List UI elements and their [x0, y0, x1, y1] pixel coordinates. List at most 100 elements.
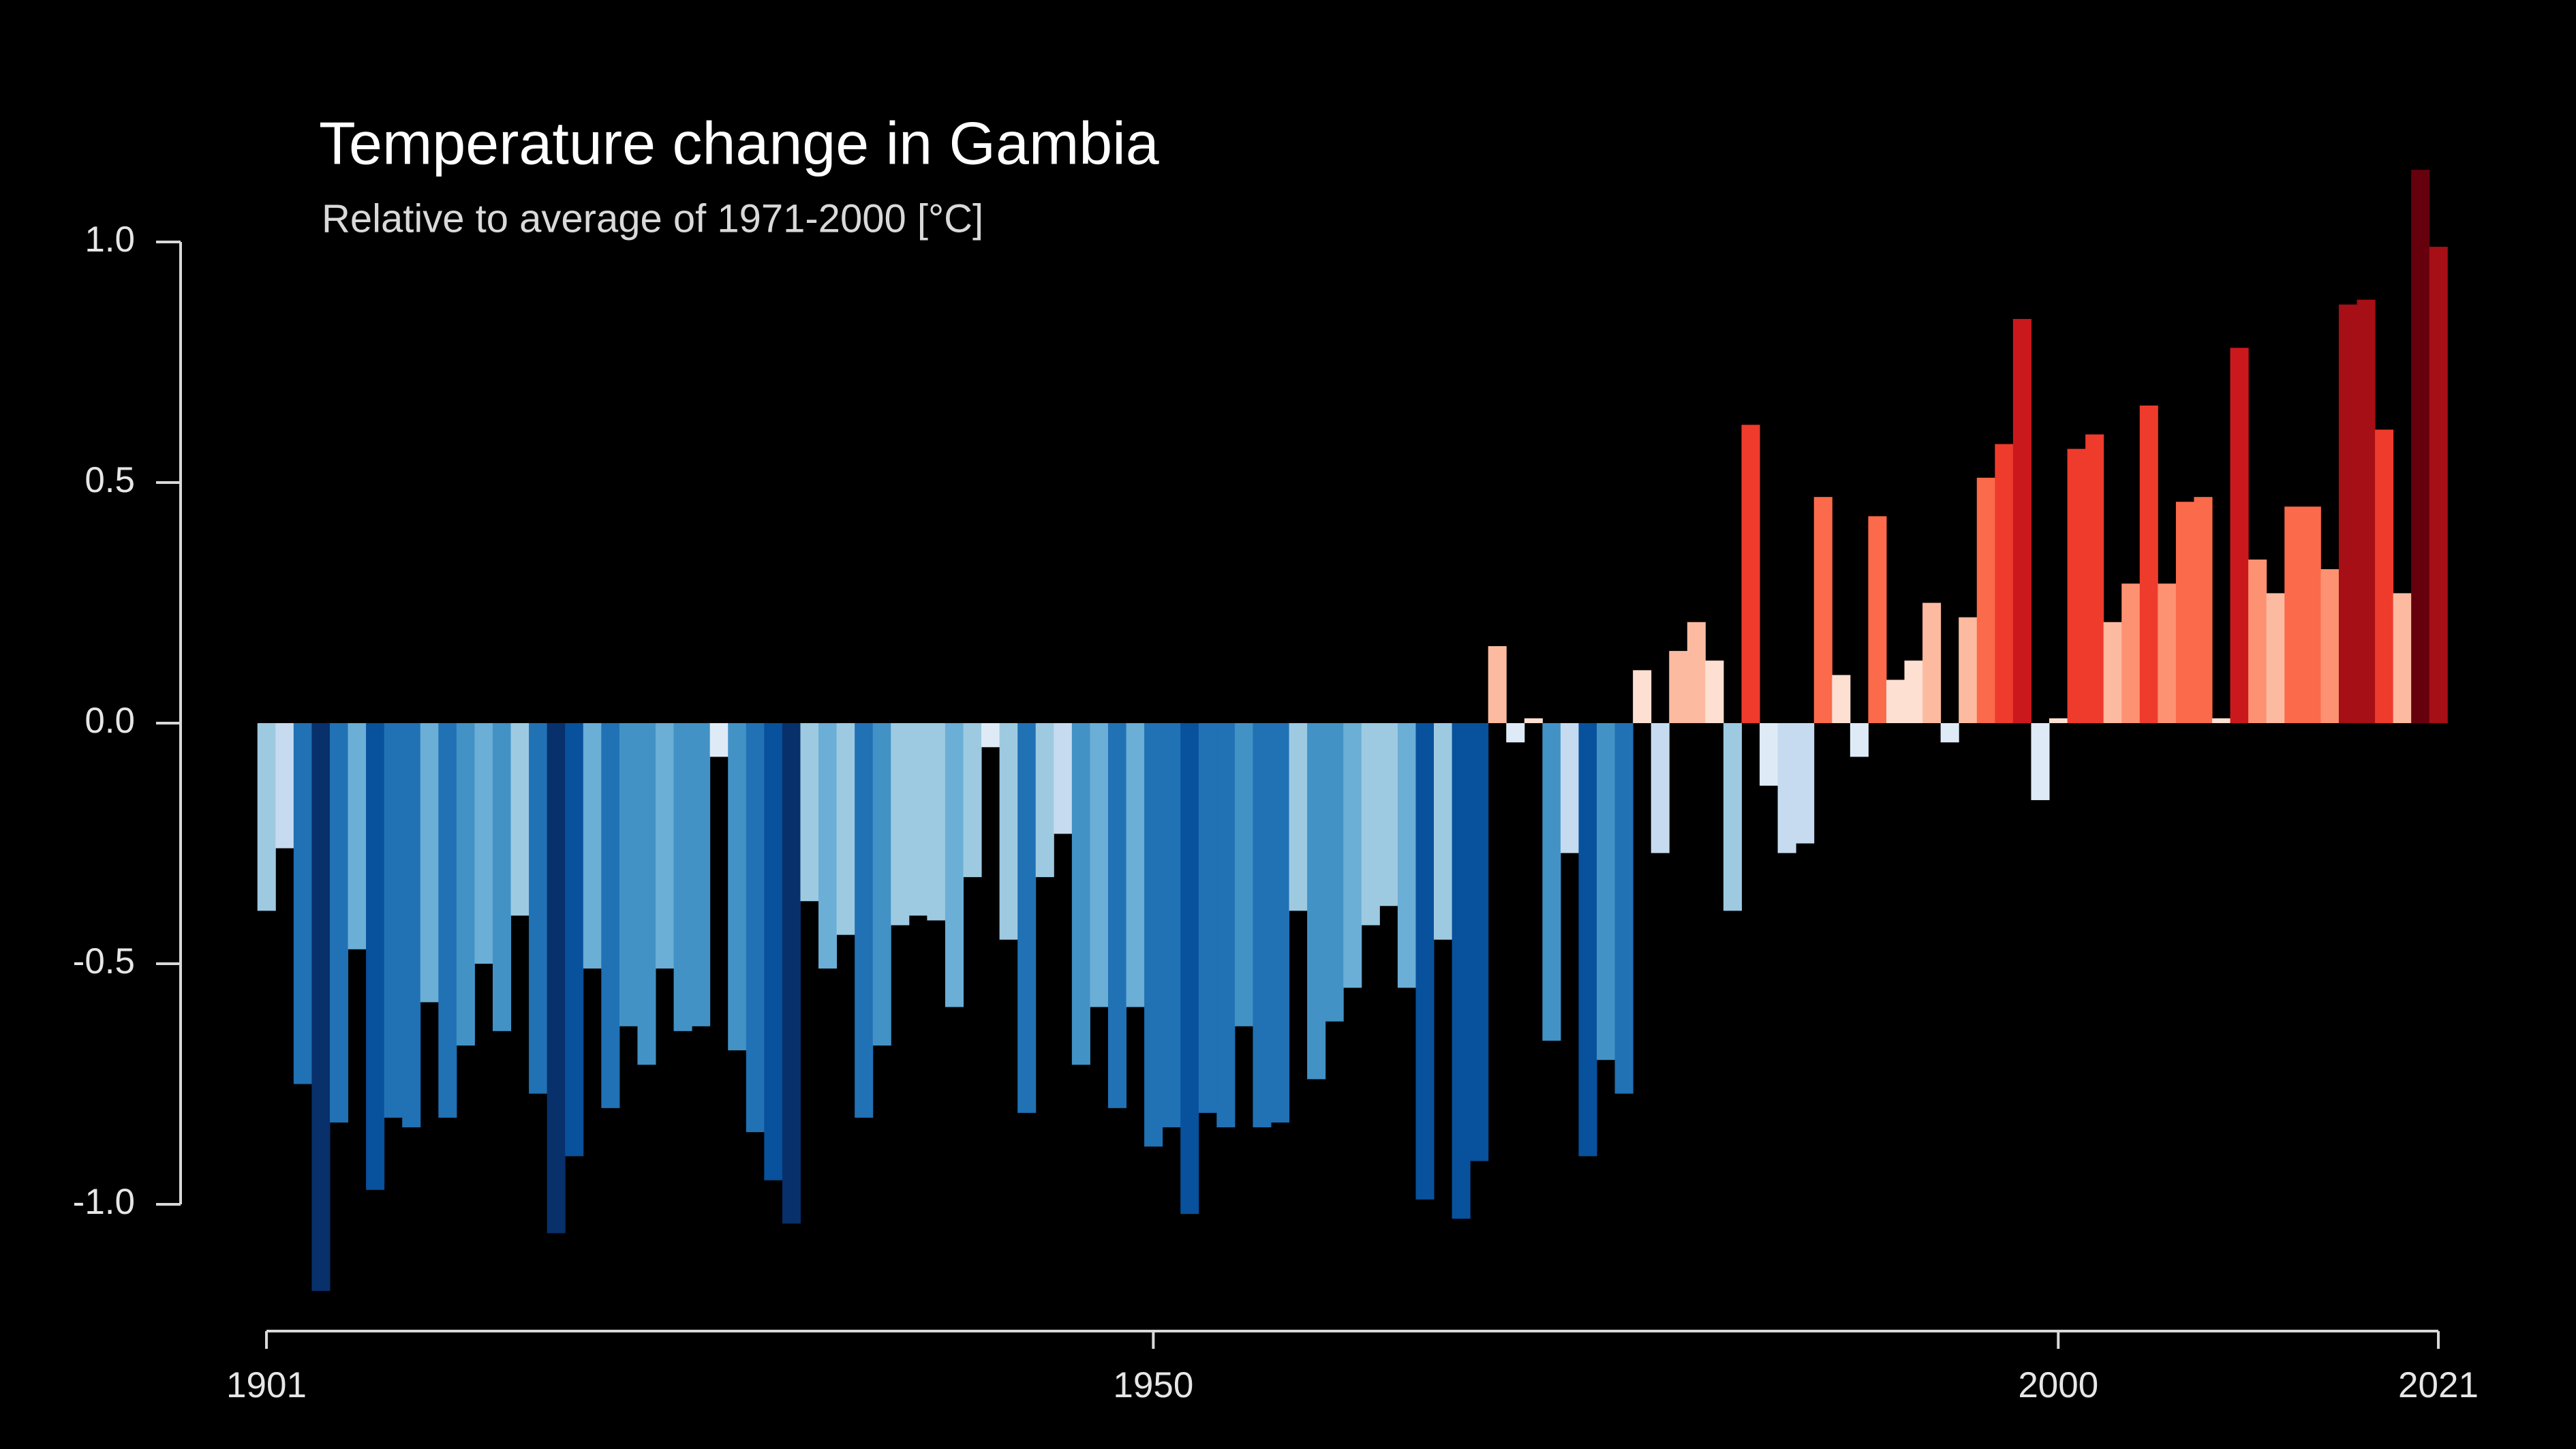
y-tick-label: -0.5 [73, 941, 135, 981]
bar [2085, 434, 2104, 723]
bar [1452, 723, 1471, 1219]
bar [510, 723, 530, 916]
x-tick-label: 2000 [2018, 1365, 2098, 1405]
bar [1054, 723, 1073, 834]
bar [2393, 593, 2412, 723]
bar [311, 723, 331, 1292]
bar [1180, 723, 1199, 1215]
bar [1813, 497, 1833, 723]
bar [2230, 348, 2249, 723]
bar [656, 723, 675, 969]
bar [1506, 723, 1525, 743]
bar [1959, 617, 1978, 723]
bar [782, 723, 801, 1224]
bar [1162, 723, 1181, 1128]
bar [818, 723, 838, 969]
bar [2338, 304, 2357, 723]
bar [2429, 247, 2448, 723]
bar [547, 723, 566, 1234]
bar [1832, 675, 1851, 723]
bar [728, 723, 747, 1051]
bar [1289, 723, 1308, 911]
bar [1325, 723, 1344, 1022]
bar [855, 723, 874, 1118]
bar [945, 723, 964, 1007]
bar [1270, 723, 1290, 1123]
x-tick-label: 2021 [2398, 1365, 2479, 1405]
bar [963, 723, 982, 877]
bar [456, 723, 475, 1046]
bar [1886, 680, 1905, 723]
bar [2411, 170, 2430, 724]
chart-subtitle: Relative to average of 1971-2000 [°C] [322, 196, 983, 241]
bar [583, 723, 602, 969]
bar [329, 723, 349, 1123]
bar [1995, 444, 2014, 723]
bar [1560, 723, 1579, 853]
bar [2212, 718, 2231, 723]
bar [2121, 583, 2141, 723]
bar [1597, 723, 1616, 1061]
bar [1361, 723, 1380, 926]
bar [872, 723, 891, 1046]
bar [2139, 406, 2158, 723]
bar [1687, 622, 1706, 723]
bar [257, 723, 276, 911]
bar [1940, 723, 1959, 743]
bar [908, 723, 927, 916]
bar [2012, 318, 2031, 724]
bar [1234, 723, 1253, 1026]
bar [1071, 723, 1090, 1065]
bar [1922, 603, 1942, 723]
bar [474, 723, 493, 964]
bar [637, 723, 656, 1065]
bar [1307, 723, 1326, 1080]
bar [1470, 723, 1489, 1161]
x-tick-label: 1950 [1113, 1365, 1193, 1405]
y-tick-label: -1.0 [73, 1182, 135, 1222]
bar [420, 723, 439, 1003]
bar [1614, 723, 1634, 1094]
bar [1488, 646, 1507, 723]
bar [1415, 723, 1435, 1200]
bar [275, 723, 294, 849]
bar [709, 723, 729, 757]
bar [1017, 723, 1037, 1113]
bar [1198, 723, 1217, 1113]
bar [1760, 723, 1779, 786]
bar [565, 723, 584, 1157]
bar [438, 723, 457, 1118]
bar [800, 723, 819, 902]
bar [1669, 651, 1688, 723]
bar [1144, 723, 1163, 1147]
bar [1904, 660, 1923, 723]
bar [293, 723, 312, 1084]
bar [1434, 723, 1453, 940]
bar [619, 723, 638, 1026]
bar [1542, 723, 1561, 1041]
bar [673, 723, 692, 1031]
bar [2266, 593, 2285, 723]
bar [891, 723, 910, 926]
bar [2031, 723, 2050, 800]
bar [1107, 723, 1127, 1108]
bar [1126, 723, 1145, 1007]
bar [2248, 559, 2267, 723]
bar [1397, 723, 1416, 988]
bar [1524, 718, 1543, 723]
bar [384, 723, 403, 1118]
bar [1705, 660, 1724, 723]
bar [402, 723, 421, 1128]
bar [348, 723, 367, 949]
bar [1976, 477, 1995, 723]
bar [529, 723, 548, 1094]
bar [1379, 723, 1398, 906]
bar [2049, 718, 2068, 723]
bar [1633, 670, 1652, 723]
bar [1343, 723, 1362, 988]
bar [2357, 299, 2376, 724]
bar [1035, 723, 1054, 877]
y-tick-label: 0.5 [85, 460, 135, 500]
